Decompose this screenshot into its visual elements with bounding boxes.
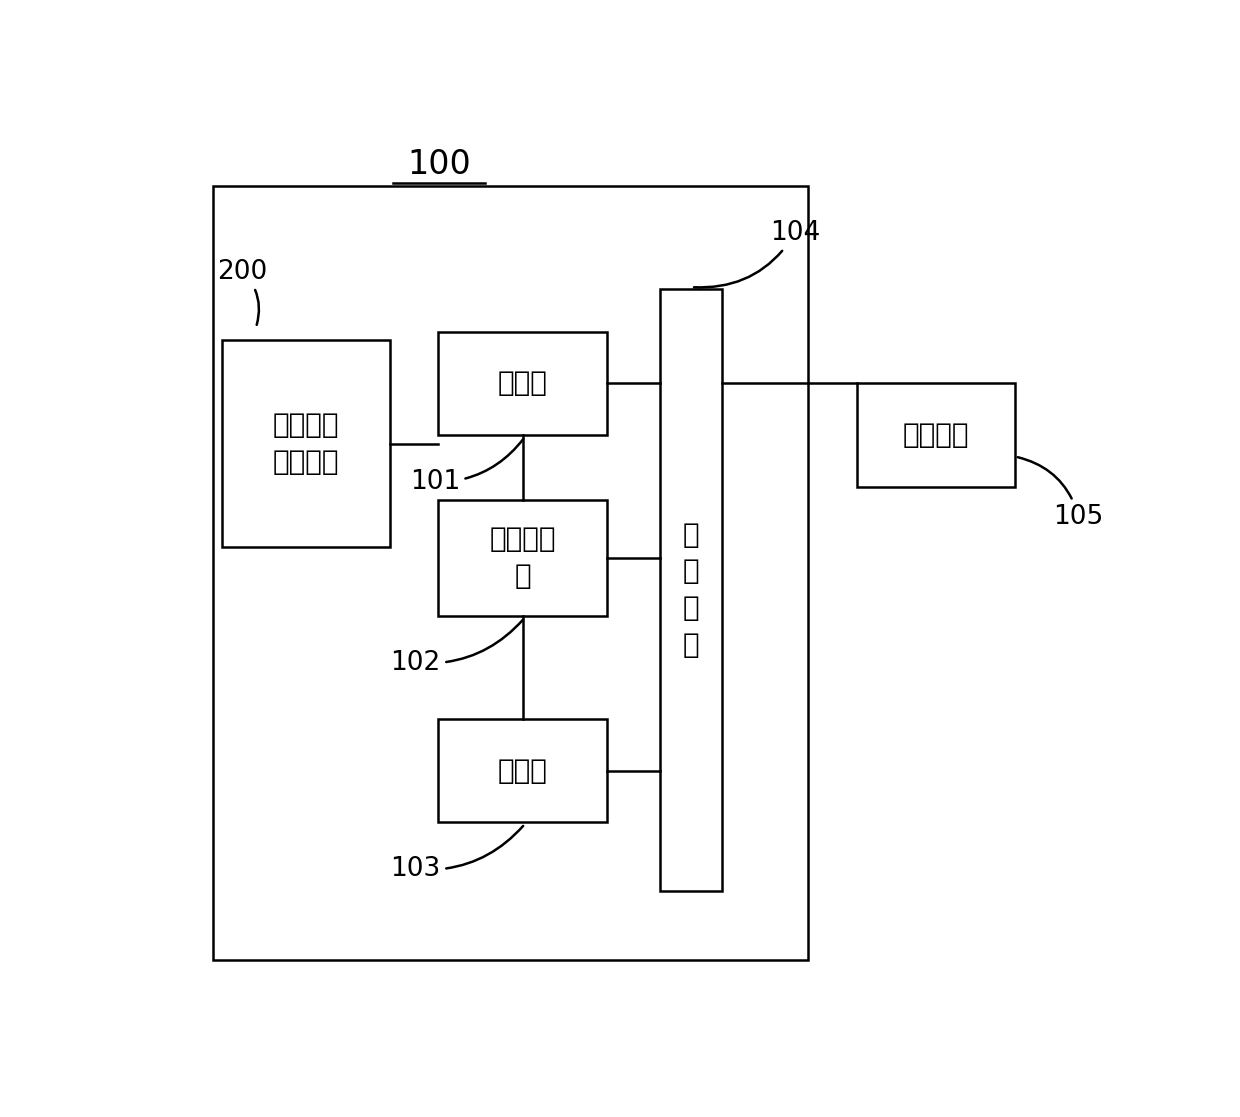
Text: 101: 101 [409, 439, 523, 495]
Bar [222, 341, 391, 547]
Text: 处理器: 处理器 [497, 756, 548, 784]
Bar [660, 289, 722, 891]
Bar [439, 719, 606, 822]
Text: 200: 200 [217, 259, 268, 325]
Bar [439, 332, 606, 435]
Text: 监测单元: 监测单元 [903, 421, 970, 449]
Text: 105: 105 [1018, 457, 1104, 529]
Text: 102: 102 [391, 620, 523, 676]
Text: 交通违章
判定装置: 交通违章 判定装置 [273, 411, 340, 476]
Bar [213, 185, 808, 960]
Bar [439, 499, 606, 615]
Text: 104: 104 [694, 220, 821, 287]
Text: 103: 103 [391, 825, 523, 882]
Text: 存储器: 存储器 [497, 370, 548, 398]
Text: 100: 100 [407, 147, 471, 181]
Bar [857, 383, 1016, 487]
Text: 外
设
接
口: 外 设 接 口 [682, 521, 699, 659]
Text: 存储控制
器: 存储控制 器 [490, 525, 556, 590]
